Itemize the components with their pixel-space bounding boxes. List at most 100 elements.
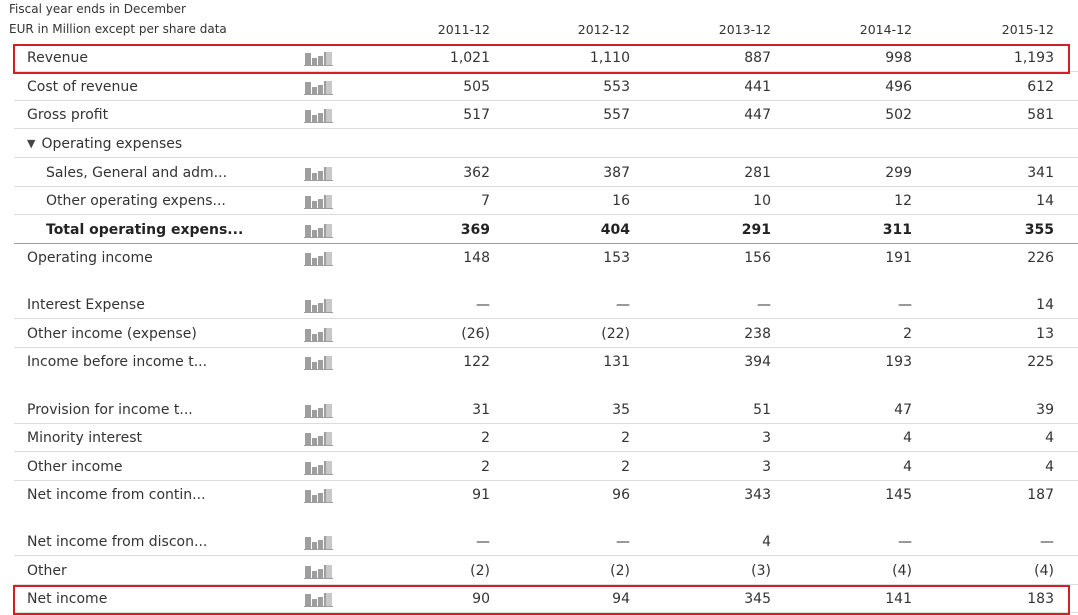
bar-chart-icon[interactable] — [304, 79, 333, 95]
row-label-total-operating-expens: Total operating expens... — [46, 222, 243, 238]
cell-value-2015-12: 187 — [1027, 487, 1054, 503]
row-label-operating-expenses[interactable]: ▼ Operating expenses — [27, 136, 182, 152]
cell-value-2013-12: 4 — [762, 534, 771, 550]
row-label-gross-profit: Gross profit — [27, 107, 108, 123]
cell-value-2015-12: 14 — [1036, 297, 1054, 313]
cell-value-2012-12: — — [616, 534, 630, 550]
cell-value-2011-12: 7 — [481, 193, 490, 209]
row-label-text: Operating income — [27, 250, 153, 266]
cell-value-2012-12: — — [616, 297, 630, 313]
bar-chart-icon[interactable] — [304, 165, 333, 181]
cell-value-2015-12: 183 — [1027, 591, 1054, 607]
table-row: Other income (expense) (26) (22) 238 2 13 — [14, 320, 1078, 348]
cell-value-2013-12: (3) — [751, 563, 771, 579]
cell-value-2014-12: 12 — [894, 193, 912, 209]
cell-value-2014-12: 311 — [882, 222, 912, 238]
row-label-other-income-expense: Other income (expense) — [27, 326, 197, 342]
row-label-text: Other operating expens... — [46, 193, 226, 209]
bar-chart-icon[interactable] — [304, 297, 333, 313]
row-label-revenue: Revenue — [27, 50, 88, 66]
bar-chart-icon[interactable] — [304, 326, 333, 342]
row-label-other-operating-expens: Other operating expens... — [46, 193, 226, 209]
row-label-text: Net income from discon... — [27, 534, 208, 550]
cell-value-2013-12: 345 — [744, 591, 771, 607]
row-label-other: Other — [27, 563, 67, 579]
row-label-text: Interest Expense — [27, 297, 145, 313]
cell-value-2015-12: 341 — [1027, 165, 1054, 181]
table-row: Net income from contin... 91 96 343 145 187 — [14, 481, 1078, 509]
cell-value-2012-12: (2) — [610, 563, 630, 579]
cell-value-2011-12: 2 — [481, 430, 490, 446]
cell-value-2012-12: 131 — [603, 354, 630, 370]
row-label-text: Minority interest — [27, 430, 142, 446]
cell-value-2014-12: 191 — [885, 250, 912, 266]
cell-value-2012-12: 16 — [612, 193, 630, 209]
cell-value-2014-12: — — [898, 534, 912, 550]
cell-value-2011-12: 31 — [472, 402, 490, 418]
cell-value-2013-12: 281 — [744, 165, 771, 181]
row-label-text: Income before income t... — [27, 354, 208, 370]
row-label-text: Other — [27, 563, 67, 579]
table-row: Provision for income t... 31 35 51 47 39 — [14, 396, 1078, 424]
bar-chart-icon[interactable] — [304, 107, 333, 123]
cell-value-2014-12: 998 — [885, 50, 912, 66]
cell-value-2012-12: 153 — [603, 250, 630, 266]
year-header-2012[interactable]: 2012-12 — [577, 22, 630, 37]
bar-chart-icon[interactable] — [304, 563, 333, 579]
cell-value-2011-12: (2) — [470, 563, 490, 579]
bar-chart-icon[interactable] — [304, 430, 333, 446]
cell-value-2011-12: — — [476, 297, 490, 313]
row-label-net-income-from-contin: Net income from contin... — [27, 487, 206, 503]
cell-value-2015-12: 14 — [1036, 193, 1054, 209]
bar-chart-icon[interactable] — [304, 459, 333, 475]
year-header-2011[interactable]: 2011-12 — [437, 22, 490, 37]
year-header-2014[interactable]: 2014-12 — [859, 22, 912, 37]
bar-chart-icon[interactable] — [304, 591, 333, 607]
cell-value-2011-12: 2 — [481, 459, 490, 475]
cell-value-2014-12: (4) — [892, 563, 912, 579]
cell-value-2013-12: 343 — [744, 487, 771, 503]
cell-value-2011-12: 90 — [472, 591, 490, 607]
bar-chart-icon[interactable] — [304, 250, 333, 266]
cell-value-2012-12: 404 — [600, 222, 630, 238]
cell-value-2011-12: (26) — [461, 326, 490, 342]
row-label-text: Sales, General and adm... — [46, 165, 228, 181]
bar-chart-icon[interactable] — [304, 354, 333, 370]
table-row: Other (2) (2) (3) (4) (4) — [14, 557, 1078, 585]
cell-value-2012-12: 2 — [621, 459, 630, 475]
bar-chart-icon[interactable] — [304, 222, 333, 238]
row-label-interest-expense: Interest Expense — [27, 297, 145, 313]
year-header-2015[interactable]: 2015-12 — [1001, 22, 1054, 37]
row-label-net-income: Net income — [27, 591, 107, 607]
cell-value-2013-12: 447 — [744, 107, 771, 123]
bar-chart-icon[interactable] — [304, 402, 333, 418]
cell-value-2011-12: — — [476, 534, 490, 550]
fiscal-year-note: Fiscal year ends in December — [9, 2, 186, 16]
table-row[interactable]: ▼ Operating expenses — [14, 130, 1078, 158]
cell-value-2014-12: 193 — [885, 354, 912, 370]
row-label-text: Net income from contin... — [27, 487, 206, 503]
table-row: Income before income t... 122 131 394 193 225 — [14, 348, 1078, 376]
row-label-text: Provision for income t... — [27, 402, 193, 418]
bar-chart-icon[interactable] — [304, 193, 333, 209]
cell-value-2015-12: 581 — [1027, 107, 1054, 123]
row-label-text: Revenue — [27, 50, 88, 66]
cell-value-2015-12: 13 — [1036, 326, 1054, 342]
bar-chart-icon[interactable] — [304, 50, 333, 66]
cell-value-2015-12: 226 — [1027, 250, 1054, 266]
table-row: Operating income 148 153 156 191 226 — [14, 244, 1078, 272]
cell-value-2014-12: 141 — [885, 591, 912, 607]
table-row: Net income 90 94 345 141 183 — [14, 585, 1078, 613]
units-note: EUR in Million except per share data — [9, 22, 227, 36]
bar-chart-icon[interactable] — [304, 534, 333, 550]
cell-value-2014-12: 47 — [894, 402, 912, 418]
cell-value-2014-12: 496 — [885, 79, 912, 95]
bar-chart-icon[interactable] — [304, 487, 333, 503]
table-row: Minority interest 2 2 3 4 4 — [14, 424, 1078, 452]
triangle-down-icon[interactable]: ▼ — [27, 137, 36, 150]
cell-value-2011-12: 91 — [472, 487, 490, 503]
cell-value-2013-12: 156 — [744, 250, 771, 266]
cell-value-2012-12: 557 — [603, 107, 630, 123]
year-header-2013[interactable]: 2013-12 — [718, 22, 771, 37]
cell-value-2015-12: 4 — [1045, 430, 1054, 446]
